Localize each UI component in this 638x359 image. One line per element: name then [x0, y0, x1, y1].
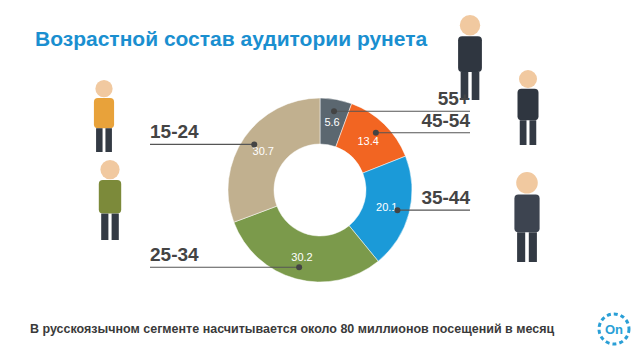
figure-leg — [472, 72, 480, 100]
leader-line — [150, 144, 254, 145]
figure-leg — [530, 120, 537, 145]
leader-dot — [394, 207, 400, 213]
figure-head — [516, 172, 538, 194]
leader-line — [376, 132, 470, 133]
figure-body — [94, 98, 114, 128]
figure-leg — [520, 120, 527, 145]
category-label: 25-34 — [150, 244, 199, 265]
leader-dot — [296, 264, 302, 270]
category-label: 45-54 — [421, 110, 470, 131]
data-label: 20.1 — [376, 201, 397, 213]
chart: Возрастной состав аудитории рунета 5.6 55+… — [0, 0, 638, 359]
figure-icon — [514, 172, 539, 262]
data-label: 13.4 — [357, 135, 378, 147]
leader-dot — [331, 108, 337, 114]
figure-head — [460, 15, 480, 35]
figure-leg — [101, 214, 108, 240]
labels: 5.655+13.445-5420.135-4430.225-3430.715-… — [150, 88, 470, 270]
figure-leg — [529, 232, 537, 262]
figure-head — [95, 80, 112, 97]
figure-body — [514, 195, 539, 233]
figure-leg — [105, 128, 111, 152]
slice — [228, 98, 320, 222]
figure-leg — [96, 128, 102, 152]
category-label: 15-24 — [150, 121, 199, 142]
title: Возрастной состав аудитории рунета — [35, 27, 427, 50]
figure-icon — [99, 160, 121, 240]
figure-icon — [518, 70, 539, 145]
figure-head — [519, 70, 537, 88]
slices — [228, 98, 412, 282]
figure-body — [458, 36, 482, 72]
logo-text: On — [605, 322, 623, 337]
leader-line — [150, 267, 299, 268]
leader-dot — [373, 130, 379, 136]
figure-icon — [94, 80, 114, 152]
logo: On — [599, 314, 629, 344]
logo-ring — [599, 314, 629, 344]
slice — [234, 206, 378, 282]
data-label: 5.6 — [324, 116, 339, 128]
figure-body — [518, 89, 539, 121]
figure-leg — [112, 214, 119, 240]
leader-line — [397, 210, 470, 211]
figure-head — [100, 160, 119, 179]
category-label: 55+ — [438, 88, 470, 109]
figure-leg — [517, 232, 525, 262]
data-label: 30.2 — [291, 251, 312, 263]
leader-dot — [251, 141, 257, 147]
category-label: 35-44 — [421, 187, 470, 208]
footnote: В русскоязычном сегменте насчитывается о… — [30, 322, 555, 336]
figure-body — [99, 180, 121, 214]
